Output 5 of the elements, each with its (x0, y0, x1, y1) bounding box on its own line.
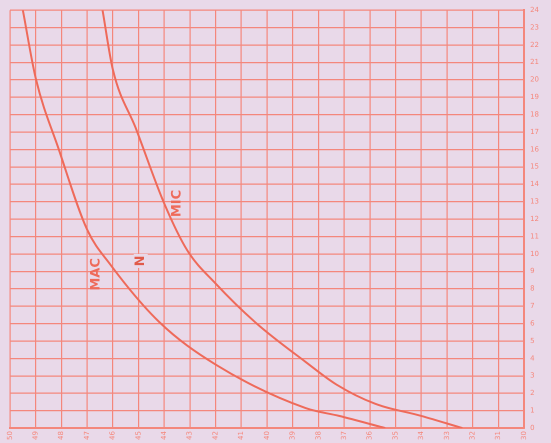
text: MIC (170, 190, 185, 218)
line-series (22, 10, 386, 428)
line-series (102, 10, 464, 428)
text: MAC (88, 258, 104, 291)
annotation: N (133, 256, 148, 266)
